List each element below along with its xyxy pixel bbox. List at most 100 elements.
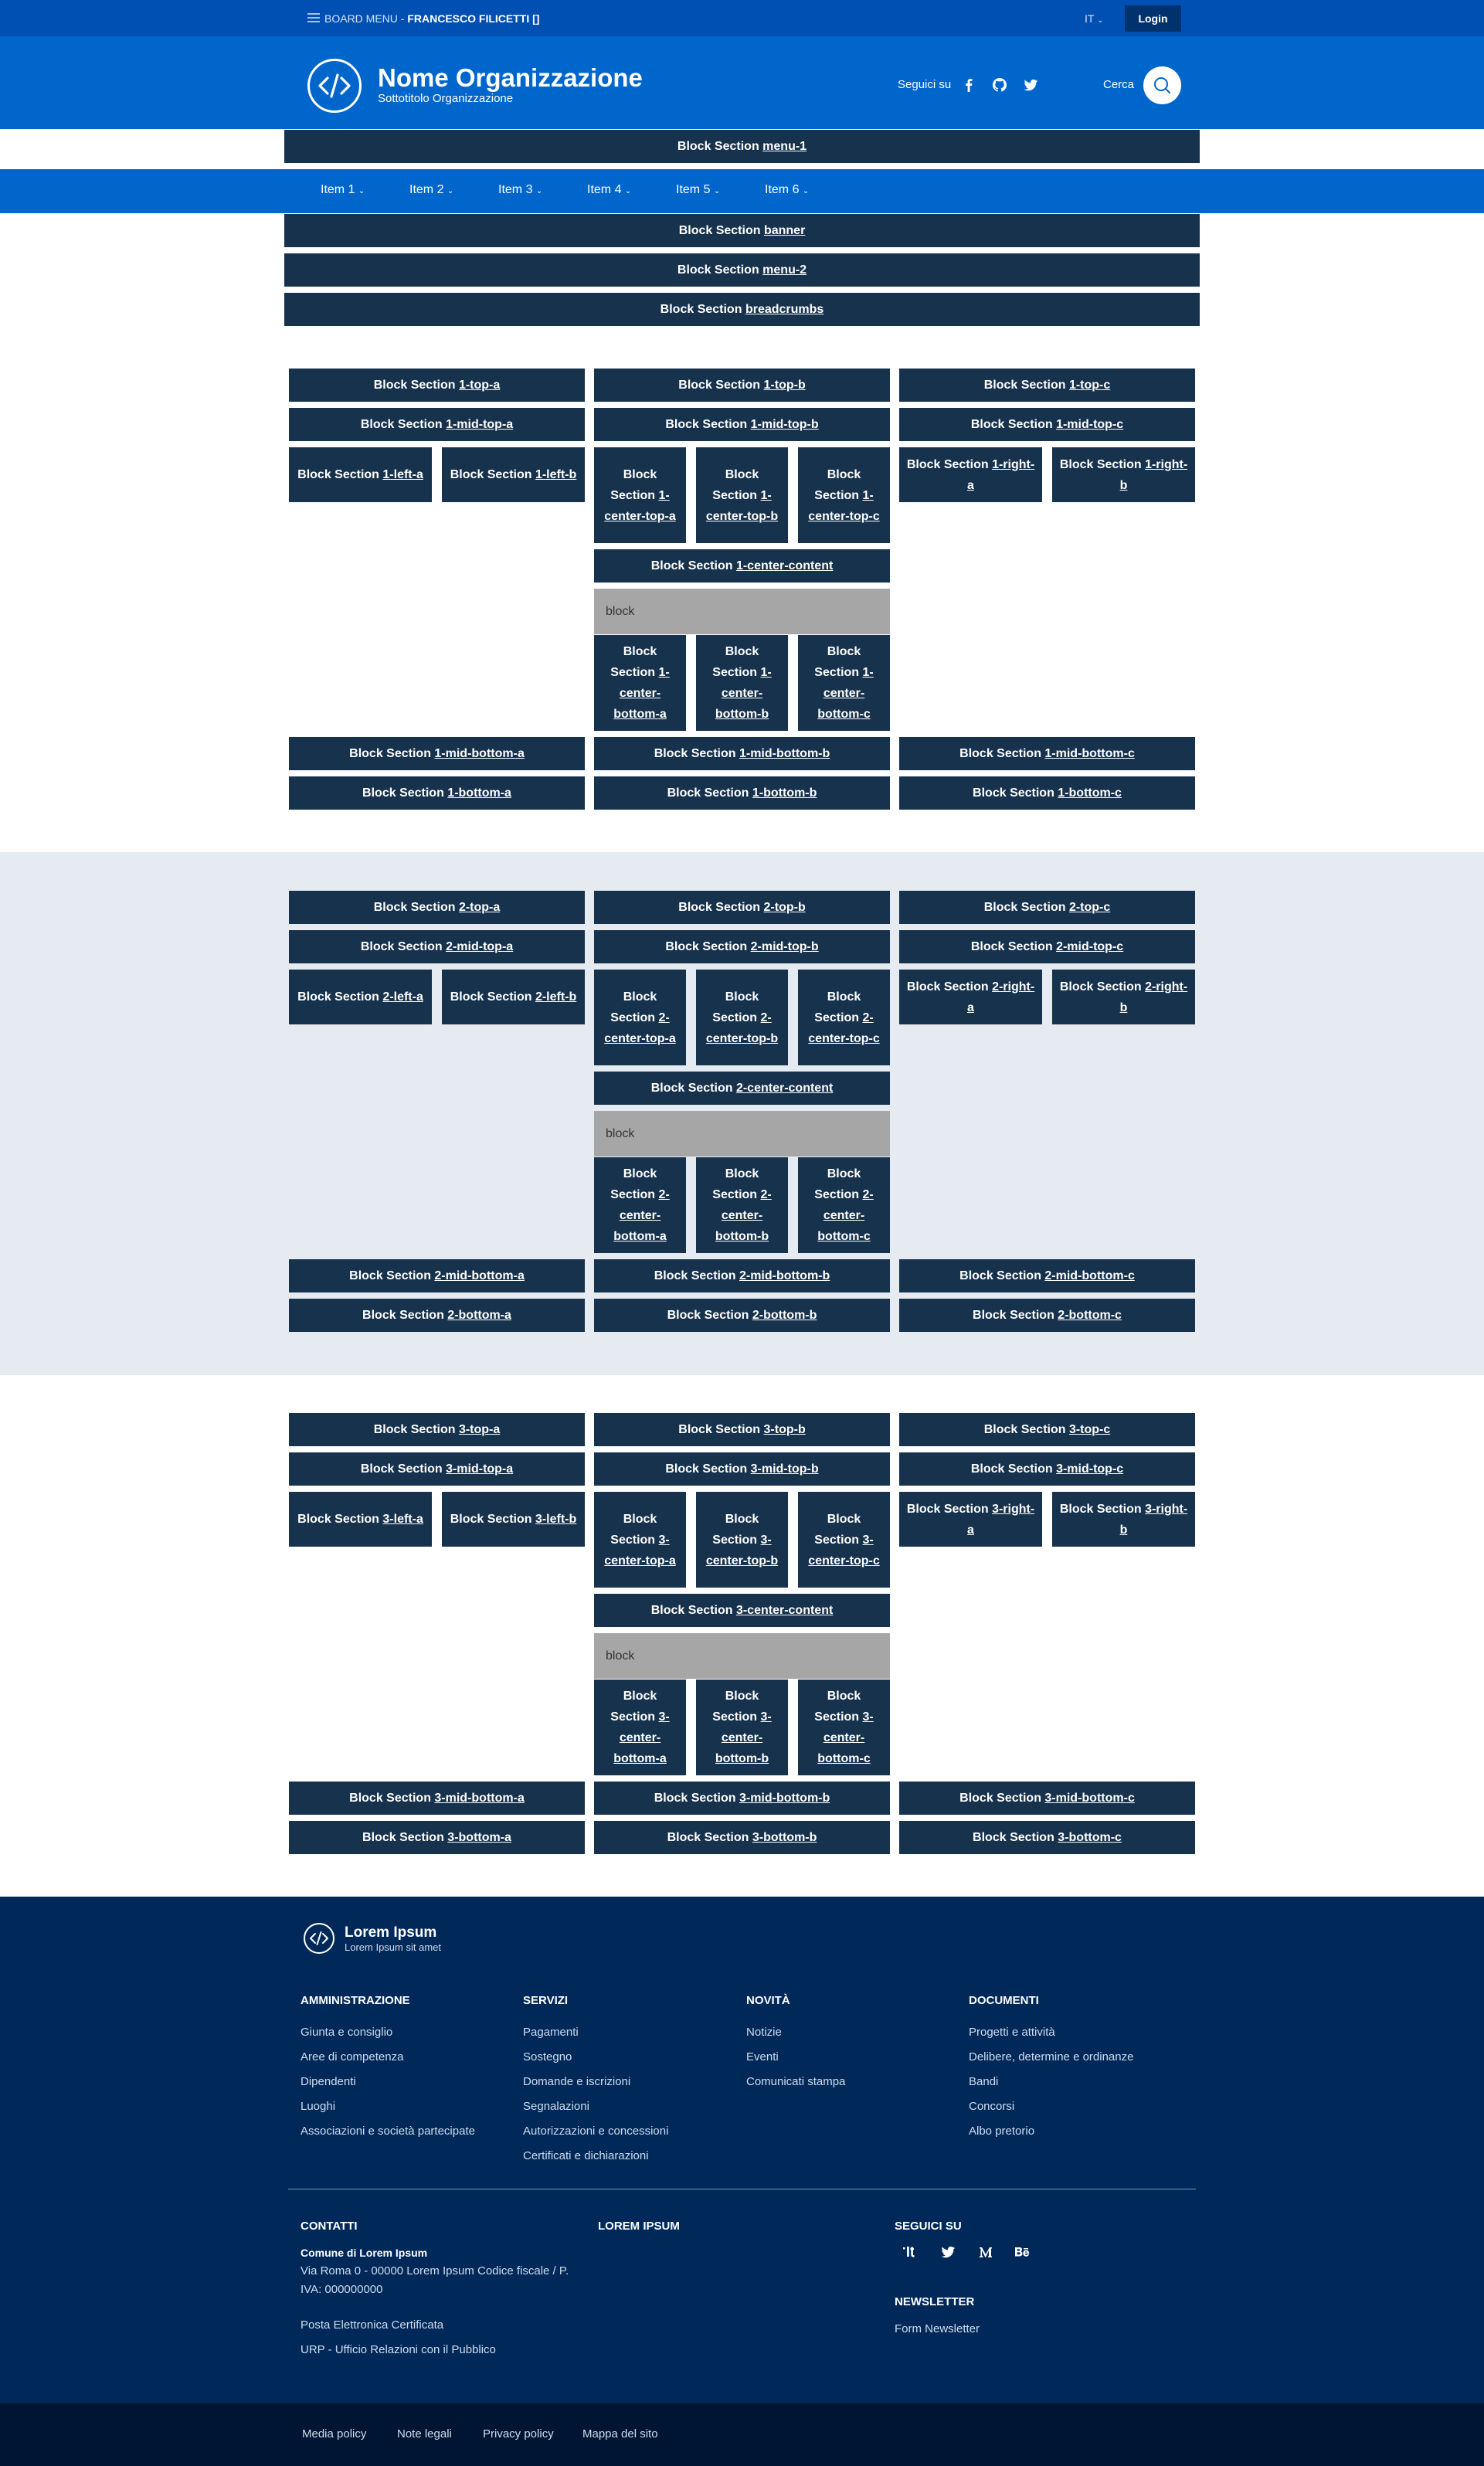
block-key-link[interactable]: 3-bottom-c	[1058, 1831, 1122, 1844]
footer-link[interactable]: Domande e iscrizioni	[523, 2075, 631, 2088]
block-key-link[interactable]: 3-left-b	[535, 1513, 577, 1526]
block-key-link[interactable]: 1-mid-top-b	[750, 418, 819, 431]
block-key-link[interactable]: 1-top-c	[1068, 379, 1111, 392]
block-key-link[interactable]: 3-center-bottom-a	[613, 1710, 670, 1765]
urp-link[interactable]: URP - Ufficio Relazioni con il Pubblico	[301, 2343, 496, 2356]
block-key-link[interactable]: 1-left-b	[535, 468, 577, 481]
nav-item-1[interactable]: Item 1 ⌄	[321, 178, 365, 203]
block-key-link[interactable]: 2-top-a	[458, 901, 501, 914]
github-icon[interactable]	[991, 76, 1008, 93]
block-key-link[interactable]: 1-center-bottom-b	[715, 666, 772, 721]
block-key-link[interactable]: 2-bottom-c	[1058, 1309, 1122, 1322]
newsletter-link[interactable]: Form Newsletter	[895, 2322, 980, 2335]
block-key-link[interactable]: 1-center-bottom-a	[613, 666, 670, 721]
block-key-link[interactable]: 3-center-top-a	[604, 1533, 676, 1568]
block-key-link[interactable]: breadcrumbs	[745, 303, 824, 316]
footer-link[interactable]: Dipendenti	[301, 2075, 356, 2088]
block-key-link[interactable]: 2-top-b	[763, 901, 806, 914]
block-key-link[interactable]: 1-mid-top-a	[446, 418, 514, 431]
facebook-icon[interactable]	[960, 76, 977, 93]
search-button[interactable]	[1143, 66, 1181, 104]
block-key-link[interactable]: 2-center-bottom-c	[817, 1188, 874, 1243]
login-button[interactable]: Login	[1125, 5, 1181, 32]
block-key-link[interactable]: 2-right-a	[967, 980, 1035, 1014]
nav-item-2[interactable]: Item 2 ⌄	[409, 178, 453, 203]
sub-footer-link[interactable]: Mappa del sito	[582, 2427, 658, 2441]
block-key-link[interactable]: 2-right-b	[1119, 980, 1188, 1014]
block-key-link[interactable]: 3-mid-top-c	[1056, 1462, 1124, 1476]
block-key-link[interactable]: 2-center-top-b	[705, 1011, 779, 1045]
block-key-link[interactable]: 3-bottom-b	[752, 1831, 817, 1844]
block-key-link[interactable]: 2-left-b	[535, 990, 577, 1004]
block-key-link[interactable]: 2-mid-top-c	[1056, 940, 1124, 953]
block-key-link[interactable]: 3-center-content	[735, 1604, 834, 1617]
block-key-link[interactable]: 3-left-a	[382, 1513, 423, 1526]
block-key-link[interactable]: 3-mid-bottom-b	[739, 1792, 830, 1805]
block-key-link[interactable]: 3-right-a	[967, 1502, 1035, 1537]
board-menu[interactable]: BOARD MENU - FRANCESCO FILICETTI []	[324, 11, 539, 26]
block-key-link[interactable]: 1-right-a	[967, 457, 1035, 492]
block-key-link[interactable]: 3-mid-bottom-a	[434, 1792, 525, 1805]
footer-link[interactable]: Sostegno	[523, 2050, 572, 2063]
block-key-link[interactable]: 2-center-top-a	[604, 1011, 676, 1045]
block-key-link[interactable]: 1-mid-bottom-c	[1044, 747, 1135, 760]
nav-item-4[interactable]: Item 4 ⌄	[587, 178, 631, 203]
block-key-link[interactable]: 3-top-b	[763, 1423, 806, 1436]
footer-link[interactable]: Autorizzazioni e concessioni	[523, 2125, 669, 2138]
block-key-link[interactable]: 1-mid-top-c	[1056, 418, 1124, 431]
block-key-link[interactable]: 2-center-top-c	[808, 1011, 880, 1045]
footer-link[interactable]: Albo pretorio	[969, 2125, 1035, 2138]
block-key-link[interactable]: 3-center-top-c	[808, 1533, 880, 1568]
block-key-link[interactable]: 1-bottom-b	[752, 786, 817, 800]
block-key-link[interactable]: 1-mid-bottom-b	[739, 747, 830, 760]
block-key-link[interactable]: menu-1	[762, 140, 807, 153]
pec-link[interactable]: Posta Elettronica Certificata	[301, 2318, 444, 2332]
block-key-link[interactable]: 3-center-top-b	[705, 1533, 779, 1568]
footer-link[interactable]: Bandi	[969, 2075, 999, 2088]
hamburger-icon[interactable]	[307, 13, 320, 23]
block-key-link[interactable]: 1-top-a	[458, 379, 501, 392]
twitter-icon[interactable]	[1022, 76, 1039, 93]
block-key-link[interactable]: 3-center-bottom-c	[817, 1710, 874, 1765]
block-key-link[interactable]: 2-bottom-b	[752, 1309, 817, 1322]
footer-link[interactable]: Notizie	[746, 2026, 782, 2039]
block-key-link[interactable]: 2-bottom-a	[447, 1309, 511, 1322]
footer-link[interactable]: Pagamenti	[523, 2026, 579, 2039]
block-key-link[interactable]: 3-right-b	[1119, 1502, 1188, 1537]
footer-link[interactable]: Giunta e consiglio	[301, 2026, 393, 2039]
sub-footer-link[interactable]: Note legali	[397, 2427, 452, 2441]
footer-link[interactable]: Progetti e attività	[969, 2026, 1055, 2039]
block-key-link[interactable]: 1-center-top-a	[604, 488, 676, 523]
footer-org-name[interactable]: Lorem Ipsum	[345, 1924, 437, 1941]
footer-link[interactable]: Certificati e dichiarazioni	[523, 2149, 649, 2162]
block-key-link[interactable]: 2-center-bottom-b	[715, 1188, 772, 1243]
block-key-link[interactable]: 2-mid-bottom-a	[434, 1269, 525, 1282]
block-key-link[interactable]: 3-mid-bottom-c	[1044, 1792, 1135, 1805]
block-key-link[interactable]: 1-bottom-c	[1058, 786, 1122, 800]
block-key-link[interactable]: 2-mid-bottom-c	[1044, 1269, 1135, 1282]
footer-link[interactable]: Luoghi	[301, 2100, 336, 2113]
block-key-link[interactable]: 1-right-b	[1119, 457, 1188, 492]
language-selector[interactable]: IT ⌄	[1085, 11, 1103, 29]
footer-link[interactable]: Comunicati stampa	[746, 2075, 846, 2088]
footer-link[interactable]: Associazioni e società partecipate	[301, 2125, 475, 2138]
block-key-link[interactable]: 3-top-a	[458, 1423, 501, 1436]
block-key-link[interactable]: 3-mid-top-b	[750, 1462, 819, 1476]
nav-item-5[interactable]: Item 5 ⌄	[676, 178, 720, 203]
block-key-link[interactable]: 1-bottom-a	[447, 786, 511, 800]
designers-italia-icon[interactable]	[901, 2244, 918, 2260]
block-key-link[interactable]: 1-mid-bottom-a	[434, 747, 525, 760]
footer-link[interactable]: Concorsi	[969, 2100, 1015, 2113]
block-key-link[interactable]: 1-center-top-c	[808, 488, 880, 523]
code-logo-icon[interactable]	[304, 1923, 334, 1954]
sub-footer-link[interactable]: Media policy	[302, 2427, 367, 2441]
block-key-link[interactable]: 3-mid-top-a	[446, 1462, 514, 1476]
twitter-icon[interactable]	[939, 2244, 956, 2260]
block-key-link[interactable]: 1-top-b	[763, 379, 806, 392]
block-key-link[interactable]: 3-top-c	[1068, 1423, 1111, 1436]
footer-link[interactable]: Eventi	[746, 2050, 779, 2063]
sub-footer-link[interactable]: Privacy policy	[483, 2427, 554, 2441]
block-key-link[interactable]: menu-2	[762, 263, 807, 277]
footer-link[interactable]: Delibere, determine e ordinanze	[969, 2050, 1134, 2063]
block-key-link[interactable]: 3-bottom-a	[447, 1831, 511, 1844]
